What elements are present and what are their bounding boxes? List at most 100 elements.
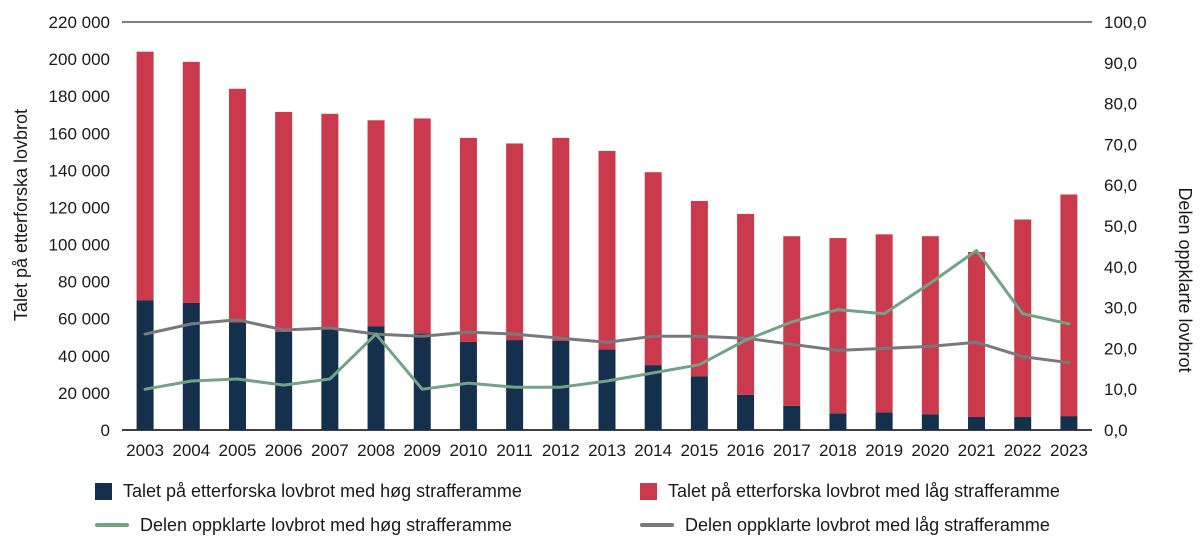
x-axis-tick-label: 2003 xyxy=(126,441,164,460)
right-axis-tick-label: 90,0 xyxy=(1104,54,1137,73)
right-axis-tick-label: 40,0 xyxy=(1104,258,1137,277)
bar-low-strafferamme xyxy=(875,234,893,413)
x-axis-tick-label: 2023 xyxy=(1050,441,1088,460)
bar-low-strafferamme xyxy=(921,236,939,415)
legend-label-bars-high: Talet på etterforska lovbrot med høg str… xyxy=(123,481,522,501)
bar-high-strafferamme xyxy=(1060,416,1078,430)
left-axis-tick-label: 60 000 xyxy=(58,310,110,329)
bar-high-strafferamme xyxy=(875,412,893,430)
legend-item-line-low: Delen oppklarte lovbrot med låg straffer… xyxy=(640,514,1200,536)
right-axis-tick-label: 20,0 xyxy=(1104,339,1137,358)
x-axis-tick-label: 2009 xyxy=(403,441,441,460)
bar-high-strafferamme xyxy=(275,331,293,430)
legend-item-line-high: Delen oppklarte lovbrot med høg straffer… xyxy=(95,514,640,536)
right-axis-tick-label: 60,0 xyxy=(1104,176,1137,195)
bar-high-strafferamme xyxy=(228,322,246,430)
bar-low-strafferamme xyxy=(367,120,385,327)
x-axis-tick-label: 2018 xyxy=(819,441,857,460)
left-axis-tick-label: 20 000 xyxy=(58,384,110,403)
bar-low-strafferamme xyxy=(321,113,339,329)
bar-high-strafferamme xyxy=(136,300,154,430)
legend-label-line-low: Delen oppklarte lovbrot med låg straffer… xyxy=(685,515,1050,535)
bar-high-strafferamme xyxy=(182,302,200,430)
line-oppklarte-high xyxy=(143,249,1071,391)
x-axis-tick-label: 2006 xyxy=(265,441,303,460)
bar-high-strafferamme xyxy=(598,349,616,430)
right-axis-tick-label: 80,0 xyxy=(1104,95,1137,114)
left-axis-tick-label: 220 000 xyxy=(49,13,110,32)
left-axis-tick-label: 120 000 xyxy=(49,198,110,217)
bar-low-strafferamme xyxy=(1014,219,1032,418)
left-axis-title: Talet på etterforska lovbrot xyxy=(11,108,31,322)
left-axis-tick-label: 40 000 xyxy=(58,347,110,366)
right-axis-tick-label: 10,0 xyxy=(1104,380,1137,399)
left-axis-tick-label: 180 000 xyxy=(49,87,110,106)
x-axis-tick-label: 2016 xyxy=(727,441,765,460)
x-axis-tick-label: 2007 xyxy=(311,441,349,460)
x-axis-tick-label: 2011 xyxy=(496,441,533,460)
bar-low-strafferamme xyxy=(182,61,200,303)
bar-high-strafferamme xyxy=(737,394,755,430)
chart-plot: 0 20 000 40 000 60 000 80 000 100 000 120 000 1… xyxy=(49,13,1147,460)
left-axis-tick-label: 0 xyxy=(101,421,110,440)
bar-high-strafferamme xyxy=(783,405,801,430)
bar-high-strafferamme xyxy=(921,414,939,430)
bar-low-strafferamme xyxy=(228,88,246,323)
bar-low-strafferamme xyxy=(737,213,755,395)
right-axis-tick-label: 30,0 xyxy=(1104,299,1137,318)
bar-high-strafferamme xyxy=(1014,417,1032,430)
legend-swatch-bar-high-icon xyxy=(95,482,112,500)
right-axis-tick-label: 70,0 xyxy=(1104,135,1137,154)
x-axis-tick-label: 2004 xyxy=(172,441,210,460)
left-axis-tick-label: 200 000 xyxy=(49,50,110,69)
bar-low-strafferamme xyxy=(598,150,616,350)
bar-low-strafferamme xyxy=(506,143,524,341)
left-axis-tick-label: 100 000 xyxy=(49,236,110,255)
bar-low-strafferamme xyxy=(644,172,662,366)
x-axis-tick-label: 2021 xyxy=(958,441,996,460)
line-oppklarte-low xyxy=(143,318,1071,365)
bar-low-strafferamme xyxy=(552,137,570,341)
bar-high-strafferamme xyxy=(968,417,986,430)
legend-item-bars-high: Talet på etterforska lovbrot med høg str… xyxy=(95,480,640,502)
bar-high-strafferamme xyxy=(829,413,847,430)
x-axis-tick-label: 2020 xyxy=(911,441,949,460)
bar-low-strafferamme xyxy=(829,238,847,414)
x-axis-tick-label: 2017 xyxy=(773,441,811,460)
bar-high-strafferamme xyxy=(644,365,662,430)
bar-low-strafferamme xyxy=(690,200,708,377)
x-axis-tick-label: 2010 xyxy=(450,441,488,460)
bar-low-strafferamme xyxy=(136,51,154,301)
right-axis-tick-label: 50,0 xyxy=(1104,217,1137,236)
x-axis-tick-label: 2005 xyxy=(219,441,257,460)
legend-swatch-bar-low-icon xyxy=(640,482,657,500)
bar-high-strafferamme xyxy=(690,376,708,430)
bar-low-strafferamme xyxy=(968,251,986,418)
bar-high-strafferamme xyxy=(552,340,570,430)
bar-low-strafferamme xyxy=(1060,194,1078,417)
x-axis-tick-label: 2014 xyxy=(634,441,672,460)
legend-swatch-line-low-icon xyxy=(640,523,674,527)
bar-high-strafferamme xyxy=(413,333,431,430)
left-axis-tick-label: 80 000 xyxy=(58,273,110,292)
legend: Talet på etterforska lovbrot med høg str… xyxy=(95,480,1200,536)
legend-label-line-high: Delen oppklarte lovbrot med høg straffer… xyxy=(140,515,512,535)
legend-swatch-line-high-icon xyxy=(95,523,129,527)
x-axis-tick-label: 2015 xyxy=(680,441,718,460)
right-axis-tick-label: 100,0 xyxy=(1104,13,1147,32)
legend-item-bars-low: Talet på etterforska lovbrot med låg str… xyxy=(640,480,1200,502)
bar-high-strafferamme xyxy=(459,341,477,430)
right-axis-title: Delen oppklarte lovbrot xyxy=(1175,187,1195,373)
x-axis-tick-label: 2008 xyxy=(357,441,395,460)
bar-low-strafferamme xyxy=(275,111,293,332)
bar-high-strafferamme xyxy=(367,326,385,430)
bar-high-strafferamme xyxy=(506,340,524,430)
x-axis-tick-label: 2022 xyxy=(1004,441,1042,460)
legend-label-bars-low: Talet på etterforska lovbrot med låg str… xyxy=(668,481,1060,501)
right-axis-tick-label: 0,0 xyxy=(1104,421,1128,440)
left-axis-tick-label: 140 000 xyxy=(49,161,110,180)
bar-low-strafferamme xyxy=(413,118,431,334)
x-axis-tick-label: 2013 xyxy=(588,441,626,460)
x-axis-tick-label: 2012 xyxy=(542,441,580,460)
